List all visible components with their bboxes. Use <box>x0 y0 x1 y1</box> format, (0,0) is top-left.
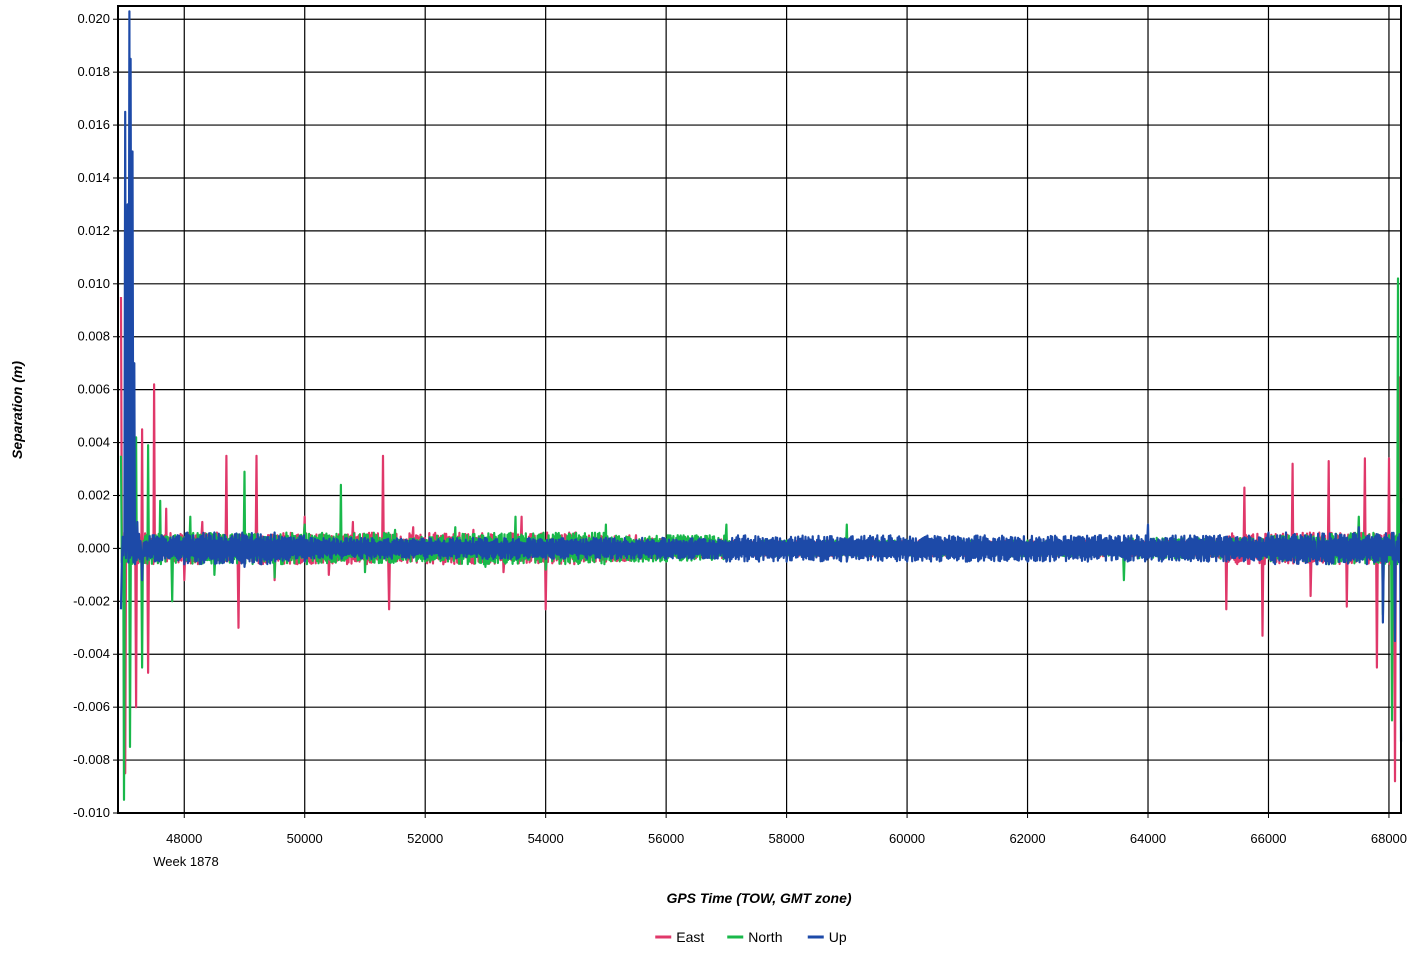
x-tick-label: 60000 <box>889 831 925 846</box>
y-tick-label: 0.010 <box>77 276 110 291</box>
y-tick-label: 0.014 <box>77 170 110 185</box>
y-tick-label: -0.004 <box>73 646 110 661</box>
y-tick-label: -0.006 <box>73 699 110 714</box>
y-tick-label: -0.008 <box>73 752 110 767</box>
y-tick-label: 0.008 <box>77 329 110 344</box>
y-tick-label: 0.004 <box>77 435 110 450</box>
y-tick-label: -0.002 <box>73 593 110 608</box>
x-tick-label: 54000 <box>528 831 564 846</box>
series-lines <box>119 10 1403 801</box>
y-tick-labels: 0.020 0.018 0.016 0.014 0.012 0.010 0.008 0.006… <box>73 11 118 820</box>
x-tick-label: 48000 <box>166 831 202 846</box>
x-tick-label: 64000 <box>1130 831 1166 846</box>
legend-label-north: North <box>748 929 782 945</box>
legend-label-up: Up <box>829 929 847 945</box>
series-line-up <box>119 10 1403 742</box>
x-tick-label: 58000 <box>769 831 805 846</box>
plot-frame <box>117 5 1402 814</box>
y-tick-label: 0.000 <box>77 540 110 555</box>
y-tick-label: 0.018 <box>77 64 110 79</box>
y-tick-label: 0.006 <box>77 382 110 397</box>
x-tick-label: 52000 <box>407 831 443 846</box>
y-tick-label: 0.020 <box>77 11 110 26</box>
legend: East North Up <box>655 929 847 945</box>
x-tick-label: 62000 <box>1009 831 1045 846</box>
x-tick-label: 66000 <box>1250 831 1286 846</box>
y-tick-label: 0.016 <box>77 117 110 132</box>
x-axis-title: GPS Time (TOW, GMT zone) <box>666 890 851 906</box>
y-tick-label: 0.012 <box>77 223 110 238</box>
x-sublabel: Week 1878 <box>153 854 219 869</box>
gridlines <box>118 6 1401 814</box>
x-tick-labels: 48000 50000 52000 54000 56000 58000 60000 62000… <box>166 813 1407 846</box>
y-tick-label: 0.002 <box>77 487 110 502</box>
x-tick-label: 50000 <box>287 831 323 846</box>
x-tick-label: 68000 <box>1371 831 1407 846</box>
y-tick-label: -0.010 <box>73 805 110 820</box>
legend-label-east: East <box>676 929 704 945</box>
x-tick-label: 56000 <box>648 831 684 846</box>
y-axis-title: Separation (m) <box>9 361 25 459</box>
